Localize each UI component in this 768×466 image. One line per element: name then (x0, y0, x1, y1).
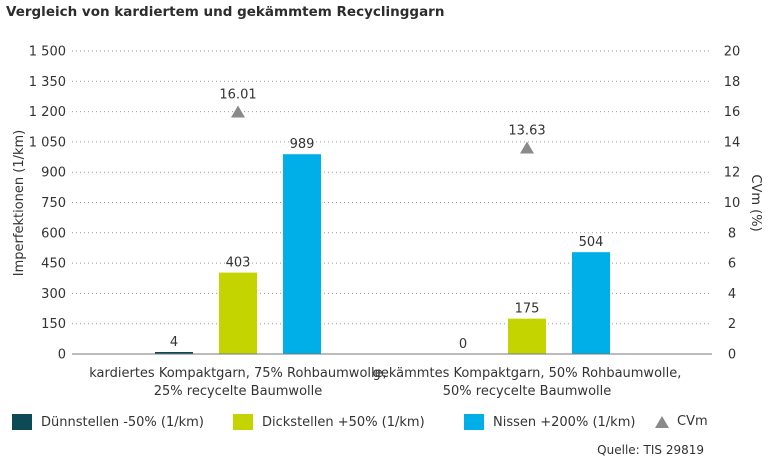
cvm-triangle-marker (520, 141, 534, 154)
y2-tick-label: 8 (728, 226, 736, 241)
y2-tick-label: 0 (728, 348, 736, 363)
data-label-duennstellen: 4 (170, 335, 178, 350)
y-tick-label: 750 (41, 196, 66, 211)
y2-tick-label: 12 (724, 166, 741, 181)
legend-label-duennstellen: Dünnstellen -50% (1/km) (41, 414, 204, 430)
y2-tick-label: 14 (724, 135, 741, 150)
data-label-duennstellen: 0 (459, 337, 467, 352)
category-label: gekämmtes Kompaktgarn, 50% Rohbaumwolle, (373, 366, 682, 381)
y-tick-label: 450 (41, 257, 66, 272)
y2-tick-label: 16 (724, 105, 741, 120)
legend-label-dickstellen: Dickstellen +50% (1/km) (262, 414, 425, 430)
legend-item-nissen: Nissen +200% (1/km) (464, 414, 635, 430)
y2-tick-label: 18 (724, 75, 741, 90)
legend-item-duennstellen: Dünnstellen -50% (1/km) (12, 414, 204, 430)
bar-nissen (572, 252, 610, 354)
y-tick-label: 150 (41, 317, 66, 332)
y-tick-label: 1 050 (29, 135, 66, 150)
data-label-cvm: 16.01 (219, 87, 256, 102)
y-tick-label: 600 (41, 226, 66, 241)
chart-title: Vergleich von kardiertem und gekämmtem R… (6, 4, 445, 20)
legend-swatch-dickstellen (233, 414, 253, 430)
category-label: 50% recycelte Baumwolle (443, 384, 612, 399)
legend-label-nissen: Nissen +200% (1/km) (493, 414, 636, 430)
bar-nissen (283, 154, 321, 354)
data-label-cvm: 13.63 (508, 124, 545, 139)
data-label-nissen: 989 (290, 137, 315, 152)
chart: 0 150 300 450 600 750 900 1 050 1 200 1 350 1 500 0… (12, 45, 763, 400)
source-note: Quelle: TIS 29819 (597, 443, 704, 457)
y2-tick-label: 2 (728, 317, 736, 332)
y2-tick-label: 4 (728, 287, 736, 302)
legend-swatch-duennstellen (12, 414, 32, 430)
bar-duennstellen (155, 352, 193, 354)
y-tick-label: 1 200 (29, 105, 66, 120)
y-tick-label: 1 350 (29, 75, 66, 90)
y2-axis-title: CVm (%) (748, 174, 763, 231)
category-label: kardiertes Kompaktgarn, 75% Rohbaumwolle… (89, 366, 387, 381)
legend-swatch-nissen (464, 414, 484, 430)
y-tick-label: 1 500 (29, 45, 66, 60)
y-axis-title: Imperfektionen (1/km) (12, 130, 27, 276)
data-label-nissen: 504 (579, 235, 604, 250)
y-tick-label: 300 (41, 287, 66, 302)
data-label-dickstellen: 403 (226, 256, 251, 271)
bar-dickstellen (508, 318, 546, 354)
y2-tick-label: 6 (728, 257, 736, 272)
y-tick-label: 900 (41, 166, 66, 181)
legend: Dünnstellen -50% (1/km) Dickstellen +50%… (0, 414, 768, 434)
legend-label-cvm: CVm (677, 414, 708, 429)
legend-item-cvm: CVm (655, 414, 708, 429)
y2-tick-label: 20 (724, 45, 741, 60)
y-tick-label: 0 (58, 348, 66, 363)
data-label-dickstellen: 175 (515, 302, 540, 317)
y2-tick-label: 10 (724, 196, 741, 211)
bar-dickstellen (219, 272, 257, 354)
category-label: 25% recycelte Baumwolle (154, 384, 323, 399)
legend-triangle-icon (655, 415, 669, 428)
cvm-triangle-marker (231, 105, 245, 118)
legend-item-dickstellen: Dickstellen +50% (1/km) (233, 414, 425, 430)
